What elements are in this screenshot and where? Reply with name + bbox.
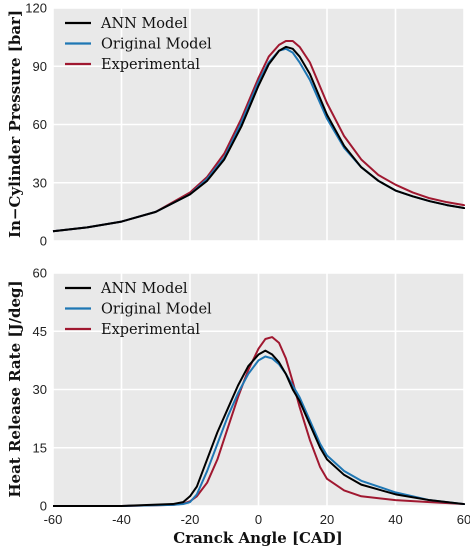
heat-release-series-original-model [53, 355, 465, 507]
pressure-legend: ANN Model Original Model Experimental [65, 16, 212, 73]
pressure-legend-label: ANN Model [100, 16, 188, 32]
pressure-chart: 0 30 60 90 120 In−Cylinder Pressure [bar] AN… [6, 1, 465, 249]
heat-release-legend: ANN Model Original Model Experimental [65, 281, 212, 338]
heat-release-legend-label: ANN Model [100, 281, 188, 297]
pressure-series-experimental [52, 40, 465, 233]
pressure-y-tick-label: 30 [33, 175, 47, 190]
heat-release-x-tick-label: -40 [112, 512, 131, 527]
heat-release-x-tick-label: -20 [181, 512, 200, 527]
heat-release-legend-label: Original Model [101, 302, 212, 318]
heat-release-grid [52, 272, 465, 507]
pressure-y-tick-label: 0 [40, 234, 47, 249]
heat-release-chart: 0 15 30 45 60 -60 -40 -20 0 20 40 60 Heat Release … [6, 266, 470, 548]
pressure-legend-label: Experimental [101, 57, 200, 73]
pressure-grid [52, 7, 465, 242]
pressure-series [52, 40, 465, 233]
heat-release-series [53, 336, 465, 507]
heat-release-x-tick-label: 20 [320, 512, 334, 527]
pressure-y-tick-label: 60 [33, 117, 47, 132]
heat-release-y-tick-label: 30 [33, 382, 47, 397]
heat-release-y-axis-label: Heat Release Rate [J/deg] [6, 280, 24, 497]
heat-release-legend-label: Experimental [101, 322, 200, 338]
heat-release-x-tick-label: 60 [457, 512, 470, 527]
heat-release-x-tick-label: -60 [44, 512, 63, 527]
x-axis-label: Cranck Angle [CAD] [173, 529, 343, 547]
pressure-y-axis-label: In−Cylinder Pressure [bar] [6, 10, 24, 238]
heat-release-x-tick-label: 0 [255, 512, 262, 527]
pressure-y-tick-label: 90 [33, 59, 47, 74]
heat-release-y-tick-label: 60 [33, 266, 47, 281]
heat-release-x-ticks: -60 -40 -20 0 20 40 60 [44, 512, 470, 527]
pressure-y-ticks: 0 30 60 90 120 [25, 1, 47, 249]
heat-release-y-tick-label: 45 [33, 324, 47, 339]
heat-release-y-tick-label: 15 [33, 440, 47, 455]
heat-release-y-ticks: 0 15 30 45 60 [33, 266, 47, 514]
heat-release-series-ann-model [53, 349, 465, 507]
pressure-y-tick-label: 120 [25, 1, 47, 16]
pressure-legend-label: Original Model [101, 37, 212, 53]
heat-release-y-tick-label: 0 [40, 499, 47, 514]
heat-release-x-tick-label: 40 [388, 512, 402, 527]
pressure-series-ann-model [52, 45, 465, 233]
